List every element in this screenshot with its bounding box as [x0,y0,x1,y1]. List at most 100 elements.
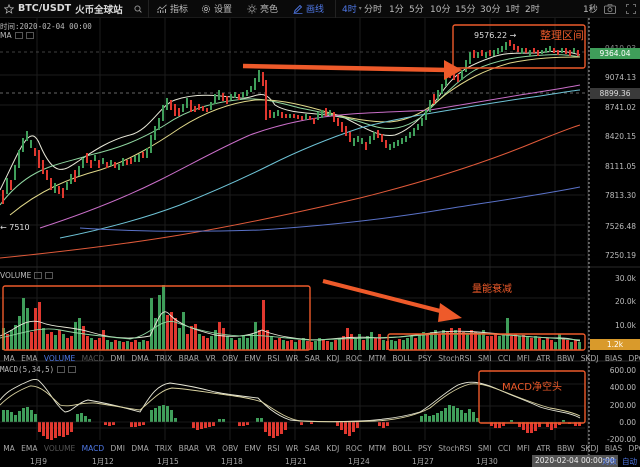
indicator-tab[interactable]: BIAS [604,353,623,363]
close-small-icon[interactable] [25,32,34,39]
indicator-tab[interactable]: MACD [81,353,105,363]
x-axis-label: 1月9 [30,457,48,466]
auto-scale-toggle[interactable]: 自动 [622,457,637,466]
indicator-tab[interactable]: TRIX [155,353,173,363]
interval-option[interactable]: 分时 [364,5,383,15]
crosshair-price-badge: 8899.36 [590,88,640,99]
indicator-tab[interactable]: ATR [536,353,551,363]
draw-button[interactable]: 画线 [283,2,335,15]
indicator-tab[interactable]: StochRSI [438,443,472,453]
indicator-tab[interactable]: OBV [222,443,239,453]
indicator-tab[interactable]: BRAR [178,443,200,453]
indicator-tab[interactable]: EMA [21,353,38,363]
indicator-tab[interactable]: DMA [131,353,149,363]
indicator-tab[interactable]: EMV [244,443,261,453]
indicator-tab[interactable]: ROC [345,443,363,453]
volume-axis-label: 30.0k [614,274,636,283]
interval-option[interactable]: 5分 [409,5,424,15]
second-interval[interactable]: 1秒 [583,2,598,15]
indicator-tab[interactable]: RSI [267,443,280,453]
indicator-tab-volume-active[interactable]: VOLUME [43,353,76,363]
current-price-badge: 9364.04 [590,48,640,59]
indicator-tab[interactable]: VR [205,353,216,363]
settings-small-icon[interactable] [14,32,23,39]
indicator-tab[interactable]: PSY [418,353,432,363]
indicator-tab[interactable]: WR [285,443,299,453]
indicator-tab[interactable]: SKDJ [580,443,599,453]
fullscreen-button[interactable] [626,3,636,14]
search-icon[interactable] [134,4,142,13]
chart-canvas[interactable] [0,18,640,467]
interval-option[interactable]: 1分 [389,5,404,15]
close-small-icon[interactable] [68,366,77,373]
indicator-tab[interactable]: SAR [304,353,321,363]
y-axis-label: 8111.05 [604,162,636,171]
indicator-tab[interactable]: WR [285,353,299,363]
settings-label: 设置 [214,5,233,15]
indicator-tab[interactable]: SMI [477,353,492,363]
interval-option[interactable]: 15分 [455,5,476,15]
indicator-tab[interactable]: MFI [516,443,530,453]
screenshot-button[interactable] [604,3,616,14]
close-small-icon[interactable] [45,272,54,279]
indicator-tab[interactable]: SKDJ [580,353,599,363]
interval-option[interactable]: 30分 [480,5,501,15]
indicator-tab[interactable]: DPO [628,443,640,453]
indicator-tab[interactable]: CCI [497,353,511,363]
indicator-tabs-top: MA EMA VOLUME MACD DMI DMA TRIX BRAR VR … [0,352,640,364]
indicator-tab[interactable]: BOLL [392,353,412,363]
indicator-tab[interactable]: MA [3,443,15,453]
high-volume-box [2,285,311,351]
indicator-tab[interactable]: EMA [21,443,38,453]
indicator-tab[interactable]: DMA [131,443,149,453]
macd-axis-label: 200.00 [609,401,636,410]
indicator-tab[interactable]: RSI [267,353,280,363]
interval-option[interactable]: 1时 [505,5,520,15]
indicator-tab[interactable]: MTM [368,353,386,363]
indicator-tab[interactable]: VOLUME [43,443,76,453]
indicator-tab[interactable]: DMI [110,353,125,363]
settings-button[interactable]: 设置 [191,2,237,15]
indicator-tab[interactable]: EMV [244,353,261,363]
indicator-tab[interactable]: BOLL [392,443,412,453]
indicator-tab[interactable]: BIAS [604,443,623,453]
interval-option[interactable]: 2时 [525,5,540,15]
indicator-tab[interactable]: ATR [536,443,551,453]
theme-button[interactable]: 亮色 [237,2,283,15]
settings-small-icon[interactable] [57,366,66,373]
indicator-tab[interactable]: CCI [497,443,511,453]
indicator-tab[interactable]: DMI [110,443,125,453]
indicator-tab[interactable]: BBW [556,353,575,363]
indicator-tab[interactable]: DPO [628,353,640,363]
interval-option[interactable]: 10分 [430,5,451,15]
indicator-tab[interactable]: ROC [345,353,363,363]
interval-selector[interactable]: 4时 ▾ [336,2,364,15]
indicator-tab[interactable]: KDJ [326,353,340,363]
chart-area[interactable] [0,18,640,467]
ma-label: MA [0,31,12,40]
indicator-tab[interactable]: VR [205,443,216,453]
indicator-tab-macd-active[interactable]: MACD [81,443,105,453]
star-icon[interactable] [4,3,14,14]
pair-selector[interactable]: BTC/USDT 火币全球站 [0,2,148,16]
log-scale-toggle[interactable]: 对数 [602,457,617,466]
low-price-marker: ← 7510 [0,223,30,232]
indicator-tab[interactable]: StochRSI [438,353,472,363]
indicator-button[interactable]: 指标 [149,2,191,15]
chevron-down-icon: ▾ [358,5,362,12]
indicator-tab[interactable]: KDJ [326,443,340,453]
indicator-tabs-bottom: MA EMA VOLUME MACD DMI DMA TRIX BRAR VR … [0,442,640,454]
divider [148,0,149,18]
indicator-tab[interactable]: TRIX [155,443,173,453]
indicator-tab[interactable]: MFI [516,353,530,363]
indicator-tab[interactable]: MTM [368,443,386,453]
indicator-tab[interactable]: BRAR [178,353,200,363]
indicator-tab[interactable]: MA [3,353,15,363]
indicator-tab[interactable]: SAR [304,443,321,453]
divider [335,0,336,18]
indicator-tab[interactable]: SMI [477,443,492,453]
indicator-tab[interactable]: OBV [222,353,239,363]
indicator-tab[interactable]: BBW [556,443,575,453]
indicator-tab[interactable]: PSY [418,443,432,453]
settings-small-icon[interactable] [34,272,43,279]
